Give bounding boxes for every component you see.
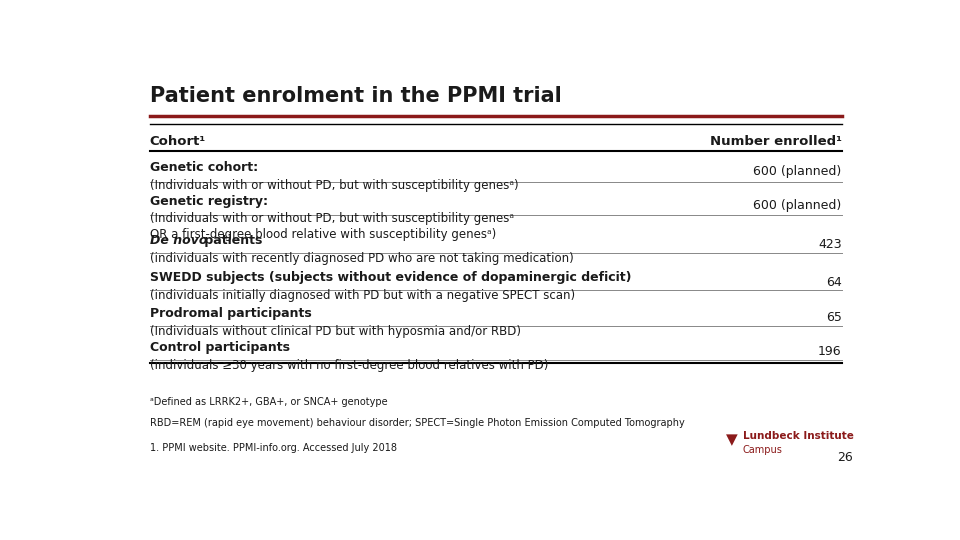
Text: Number enrolled¹: Number enrolled¹	[709, 136, 842, 148]
Text: Campus: Campus	[743, 446, 782, 455]
Text: 600 (planned): 600 (planned)	[754, 165, 842, 178]
Text: Cohort¹: Cohort¹	[150, 136, 206, 148]
Text: 64: 64	[826, 275, 842, 288]
Text: Patient enrolment in the PPMI trial: Patient enrolment in the PPMI trial	[150, 85, 562, 106]
Text: (Individuals with or without PD, but with susceptibility genesᵃ: (Individuals with or without PD, but wit…	[150, 212, 514, 225]
Text: OR a first-degree blood relative with susceptibility genesᵃ): OR a first-degree blood relative with su…	[150, 228, 496, 241]
Text: patients: patients	[201, 234, 263, 247]
Text: (Individuals with or without PD, but with susceptibility genesᵃ): (Individuals with or without PD, but wit…	[150, 179, 518, 192]
Text: (individuals with recently diagnosed PD who are not taking medication): (individuals with recently diagnosed PD …	[150, 252, 573, 265]
Text: Genetic cohort:: Genetic cohort:	[150, 161, 258, 174]
Text: ᵃDefined as LRRK2+, GBA+, or SNCA+ genotype: ᵃDefined as LRRK2+, GBA+, or SNCA+ genot…	[150, 397, 388, 408]
Text: Prodromal participants: Prodromal participants	[150, 307, 311, 320]
Text: 65: 65	[826, 311, 842, 324]
Text: 600 (planned): 600 (planned)	[754, 199, 842, 212]
Text: 423: 423	[818, 238, 842, 251]
Text: 196: 196	[818, 346, 842, 359]
Text: (individuals initially diagnosed with PD but with a negative SPECT scan): (individuals initially diagnosed with PD…	[150, 289, 575, 302]
Text: Control participants: Control participants	[150, 341, 290, 354]
Text: SWEDD subjects (subjects without evidence of dopaminergic deficit): SWEDD subjects (subjects without evidenc…	[150, 272, 632, 285]
Text: Lundbeck Institute: Lundbeck Institute	[743, 431, 853, 441]
Text: 26: 26	[837, 451, 852, 464]
Text: (Individuals without clinical PD but with hyposmia and/or RBD): (Individuals without clinical PD but wit…	[150, 325, 520, 338]
Text: (individuals ≥30 years with no first-degree blood relatives with PD): (individuals ≥30 years with no first-deg…	[150, 359, 548, 372]
Text: Genetic registry:: Genetic registry:	[150, 194, 268, 207]
Text: ▼: ▼	[727, 432, 738, 447]
Text: RBD=REM (rapid eye movement) behaviour disorder; SPECT=Single Photon Emission Co: RBD=REM (rapid eye movement) behaviour d…	[150, 418, 684, 428]
Text: 1. PPMI website. PPMI-info.org. Accessed July 2018: 1. PPMI website. PPMI-info.org. Accessed…	[150, 443, 396, 453]
Text: De novo: De novo	[150, 234, 207, 247]
